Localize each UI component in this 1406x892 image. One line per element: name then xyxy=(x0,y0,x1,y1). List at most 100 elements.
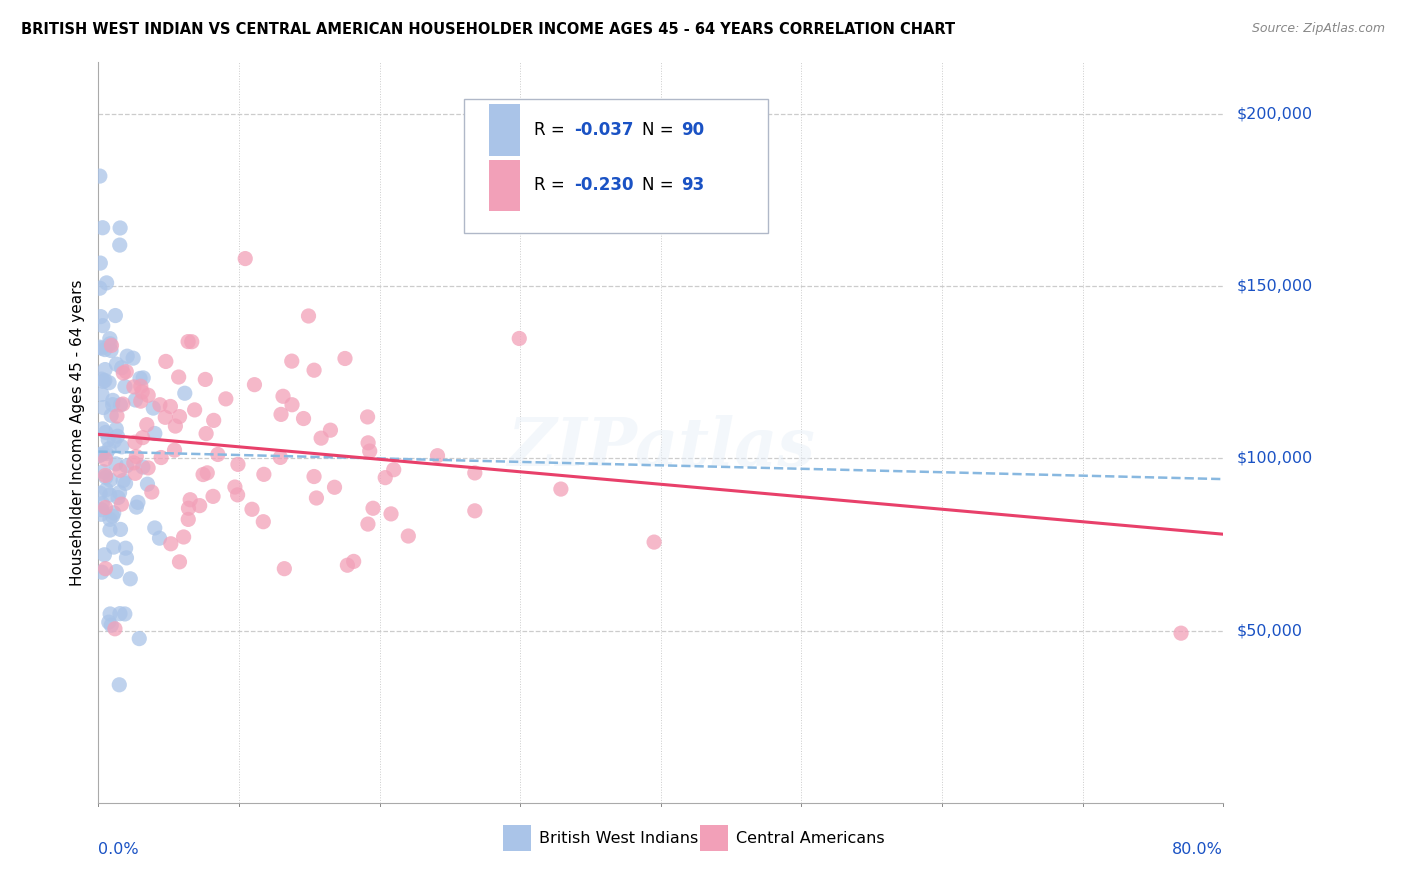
Point xyxy=(131,431,153,445)
Point xyxy=(91,446,114,460)
Point xyxy=(108,238,131,252)
Point xyxy=(105,565,128,579)
Point xyxy=(90,502,112,516)
Point xyxy=(240,502,263,516)
Point xyxy=(97,615,120,629)
Point xyxy=(107,429,129,443)
FancyBboxPatch shape xyxy=(464,99,768,233)
Point xyxy=(269,450,291,465)
Point xyxy=(136,388,159,402)
Point xyxy=(96,446,118,460)
Point xyxy=(336,558,359,573)
Point xyxy=(124,435,146,450)
Point xyxy=(108,221,131,235)
Point xyxy=(98,332,121,346)
Point xyxy=(100,338,122,352)
Point xyxy=(374,470,396,484)
Point xyxy=(163,443,186,458)
Text: -0.230: -0.230 xyxy=(574,177,634,194)
FancyBboxPatch shape xyxy=(700,825,728,851)
Point xyxy=(105,422,128,436)
Point xyxy=(105,357,128,371)
Point xyxy=(91,375,114,389)
Point xyxy=(135,417,157,432)
Point xyxy=(233,252,256,266)
Point xyxy=(165,419,187,434)
Point xyxy=(281,354,304,368)
FancyBboxPatch shape xyxy=(489,160,520,211)
Text: Central Americans: Central Americans xyxy=(737,830,884,846)
Point xyxy=(101,398,124,412)
Point xyxy=(550,482,572,496)
Text: -0.037: -0.037 xyxy=(574,120,634,139)
Point xyxy=(115,349,138,363)
Point xyxy=(114,541,136,556)
Point xyxy=(91,401,114,415)
Point xyxy=(112,366,135,380)
Point xyxy=(179,492,201,507)
Point xyxy=(155,410,177,425)
Point xyxy=(125,500,148,515)
Text: 93: 93 xyxy=(681,177,704,194)
Point xyxy=(97,433,120,447)
Point xyxy=(252,515,274,529)
Point xyxy=(183,403,205,417)
Text: $200,000: $200,000 xyxy=(1237,106,1313,121)
Point xyxy=(120,572,142,586)
Point xyxy=(271,389,294,403)
Point xyxy=(142,401,165,416)
Point xyxy=(100,343,122,358)
Point xyxy=(91,497,114,511)
Point xyxy=(111,360,134,375)
Point xyxy=(302,469,325,483)
Point xyxy=(89,448,111,462)
Point xyxy=(98,336,121,351)
Point xyxy=(207,447,229,461)
Point xyxy=(90,508,112,522)
Point xyxy=(110,523,132,537)
Point xyxy=(173,386,195,401)
Point xyxy=(243,377,266,392)
Point xyxy=(150,450,173,465)
Point xyxy=(122,456,145,470)
Point xyxy=(143,426,166,441)
Point xyxy=(226,488,249,502)
Point xyxy=(128,632,150,646)
Point xyxy=(94,468,117,483)
Point xyxy=(292,411,315,425)
Point xyxy=(104,622,127,636)
Text: N =: N = xyxy=(641,177,679,194)
Point xyxy=(173,530,195,544)
FancyBboxPatch shape xyxy=(489,103,520,156)
Text: 80.0%: 80.0% xyxy=(1173,842,1223,856)
Point xyxy=(132,460,155,475)
Point xyxy=(302,363,325,377)
Point xyxy=(110,497,132,511)
Point xyxy=(94,562,117,576)
Point xyxy=(359,444,381,458)
Point xyxy=(129,379,152,393)
Point xyxy=(100,618,122,632)
Text: ZIPatlas: ZIPatlas xyxy=(508,415,814,480)
Point xyxy=(103,540,125,554)
Text: $100,000: $100,000 xyxy=(1237,451,1313,466)
Point xyxy=(464,504,486,518)
Point xyxy=(108,678,131,692)
Point xyxy=(195,466,218,480)
Point xyxy=(98,607,121,621)
Point xyxy=(103,434,125,448)
Point xyxy=(281,398,304,412)
Text: Source: ZipAtlas.com: Source: ZipAtlas.com xyxy=(1251,22,1385,36)
Point xyxy=(114,476,136,491)
Point xyxy=(89,486,111,500)
Point xyxy=(104,457,127,471)
Point xyxy=(101,509,124,524)
Point xyxy=(357,435,380,450)
Point xyxy=(90,341,112,355)
Point xyxy=(91,220,114,235)
Point xyxy=(177,501,200,516)
Point xyxy=(89,256,111,270)
Point xyxy=(194,372,217,386)
Point xyxy=(108,463,131,477)
Point xyxy=(125,450,148,464)
